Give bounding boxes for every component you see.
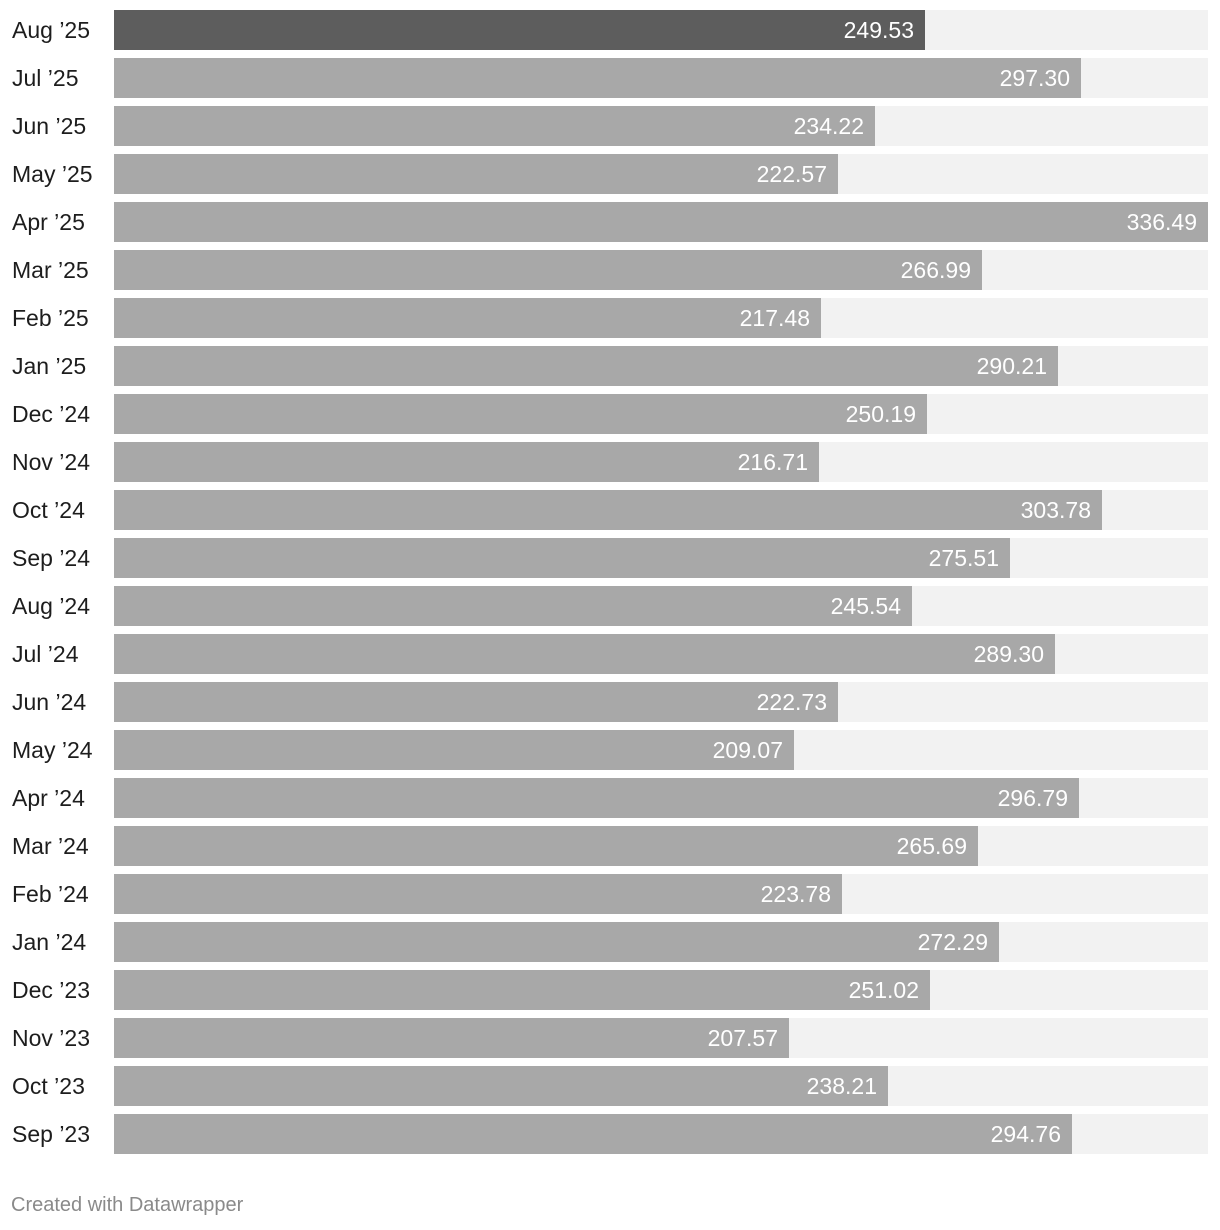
- bar-highlighted: [114, 10, 925, 50]
- bar: [114, 1066, 888, 1106]
- category-label: Mar ’25: [12, 257, 89, 283]
- category-label: Nov ’24: [12, 449, 90, 475]
- bar: [114, 298, 821, 338]
- category-label: Jan ’24: [12, 929, 86, 955]
- value-label: 290.21: [977, 353, 1047, 379]
- value-label: 249.53: [844, 17, 914, 43]
- bar-row: Mar ’24 265.69: [12, 826, 1208, 866]
- category-label: May ’24: [12, 737, 93, 763]
- bar-row: Nov ’24 216.71: [12, 442, 1208, 482]
- value-label: 245.54: [831, 593, 902, 619]
- bar-row: Apr ’24 296.79: [12, 778, 1208, 818]
- bar: [114, 730, 794, 770]
- value-label: 209.07: [713, 737, 783, 763]
- bar-row: Aug ’25 249.53: [12, 10, 1208, 50]
- value-label: 222.57: [757, 161, 827, 187]
- value-label: 234.22: [794, 113, 864, 139]
- value-label: 207.57: [708, 1025, 778, 1051]
- category-label: May ’25: [12, 161, 93, 187]
- bar-row: Feb ’25 217.48: [12, 298, 1208, 338]
- bar-row: Jul ’24 289.30: [12, 634, 1208, 674]
- bar-row: Dec ’24 250.19: [12, 394, 1208, 434]
- bar-row: Jan ’25 290.21: [12, 346, 1208, 386]
- bar: [114, 826, 978, 866]
- bar-row: Oct ’23 238.21: [12, 1066, 1208, 1106]
- category-label: Sep ’24: [12, 545, 90, 571]
- value-label: 275.51: [929, 545, 999, 571]
- bar: [114, 874, 842, 914]
- value-label: 336.49: [1127, 209, 1197, 235]
- bar-row: May ’24 209.07: [12, 730, 1208, 770]
- category-label: Feb ’25: [12, 305, 89, 331]
- category-label: Jul ’24: [12, 641, 79, 667]
- category-label: Nov ’23: [12, 1025, 90, 1051]
- bar: [114, 490, 1102, 530]
- bar: [114, 970, 930, 1010]
- bar: [114, 58, 1081, 98]
- value-label: 289.30: [974, 641, 1044, 667]
- bar-row: Jun ’25 234.22: [12, 106, 1208, 146]
- bar-row: Apr ’25 336.49: [12, 202, 1208, 242]
- bar-row: May ’25 222.57: [12, 154, 1208, 194]
- value-label: 223.78: [761, 881, 831, 907]
- category-label: Jul ’25: [12, 65, 78, 91]
- bar: [114, 106, 875, 146]
- bar: [114, 394, 927, 434]
- footer-credit: Created with Datawrapper: [11, 1194, 244, 1216]
- bar-row: Feb ’24 223.78: [12, 874, 1208, 914]
- category-label: Feb ’24: [12, 881, 89, 907]
- category-label: Apr ’25: [12, 209, 85, 235]
- category-label: Mar ’24: [12, 833, 89, 859]
- value-label: 250.19: [846, 401, 916, 427]
- bar-row: Sep ’24 275.51: [12, 538, 1208, 578]
- bar: [114, 778, 1079, 818]
- category-label: Apr ’24: [12, 785, 85, 811]
- value-label: 222.73: [757, 689, 827, 715]
- bar: [114, 1018, 789, 1058]
- bar: [114, 586, 912, 626]
- value-label: 294.76: [991, 1121, 1061, 1147]
- category-label: Dec ’24: [12, 401, 90, 427]
- bar: [114, 250, 982, 290]
- value-label: 251.02: [849, 977, 919, 1003]
- value-label: 296.79: [998, 785, 1068, 811]
- category-label: Aug ’24: [12, 593, 90, 619]
- bar: [114, 682, 838, 722]
- category-label: Jan ’25: [12, 353, 86, 379]
- category-label: Jun ’24: [12, 689, 86, 715]
- bar: [114, 1114, 1072, 1154]
- bar: [114, 634, 1055, 674]
- category-label: Oct ’23: [12, 1073, 85, 1099]
- bar: [114, 922, 999, 962]
- bar: [114, 538, 1010, 578]
- bar-row: Oct ’24 303.78: [12, 490, 1208, 530]
- bar-row: Sep ’23 294.76: [12, 1114, 1208, 1154]
- bar: [114, 442, 819, 482]
- value-label: 272.29: [918, 929, 988, 955]
- value-label: 265.69: [897, 833, 967, 859]
- bar-chart: Aug ’25 249.53 Jul ’25 297.30 Jun ’25 234.22 M…: [12, 10, 1208, 1154]
- value-label: 297.30: [1000, 65, 1070, 91]
- bar: [114, 346, 1058, 386]
- bar-row: Nov ’23 207.57: [12, 1018, 1208, 1058]
- value-label: 217.48: [740, 305, 810, 331]
- category-label: Oct ’24: [12, 497, 85, 523]
- value-label: 216.71: [738, 449, 808, 475]
- bar: [114, 154, 838, 194]
- bar-row: Aug ’24 245.54: [12, 586, 1208, 626]
- bar-row: Dec ’23 251.02: [12, 970, 1208, 1010]
- value-label: 303.78: [1021, 497, 1091, 523]
- bar-row: Jun ’24 222.73: [12, 682, 1208, 722]
- bar: [114, 202, 1208, 242]
- bar-row: Jan ’24 272.29: [12, 922, 1208, 962]
- bar-row: Mar ’25 266.99: [12, 250, 1208, 290]
- value-label: 266.99: [901, 257, 971, 283]
- category-label: Aug ’25: [12, 17, 90, 43]
- category-label: Sep ’23: [12, 1121, 90, 1147]
- category-label: Jun ’25: [12, 113, 86, 139]
- bar-row: Jul ’25 297.30: [12, 58, 1208, 98]
- value-label: 238.21: [807, 1073, 877, 1099]
- category-label: Dec ’23: [12, 977, 90, 1003]
